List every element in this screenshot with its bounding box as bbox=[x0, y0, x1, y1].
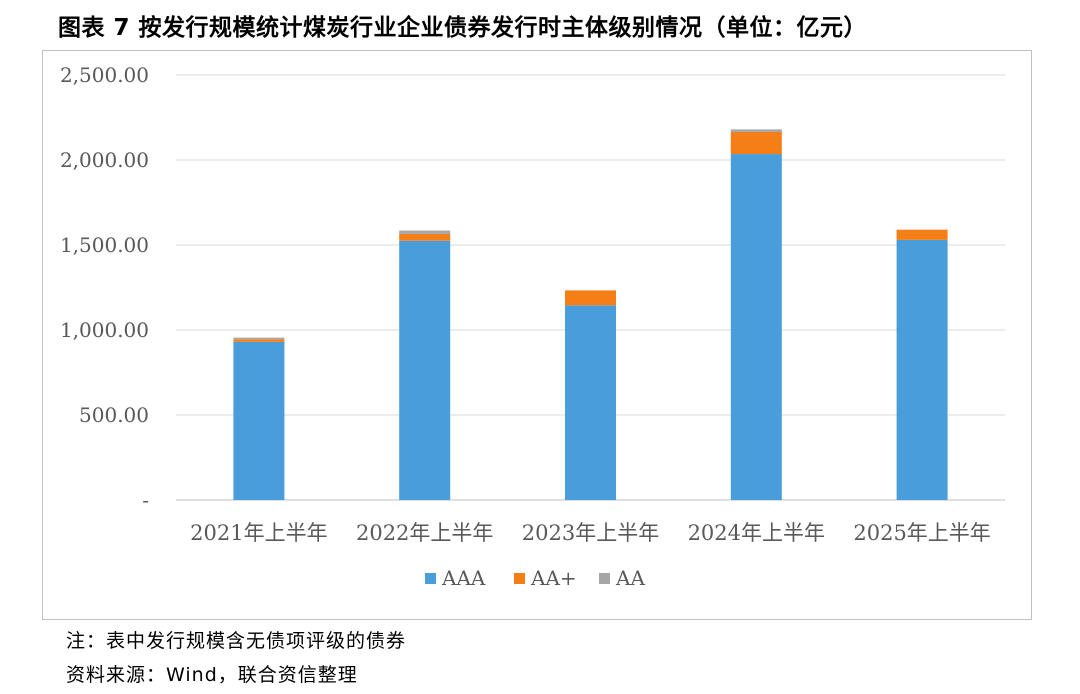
chart-title: 图表 7 按发行规模统计煤炭行业企业债券发行时主体级别情况（单位：亿元） bbox=[58, 15, 868, 41]
bar-segment-aaplus bbox=[399, 233, 451, 241]
legend-label: AA bbox=[615, 566, 645, 590]
bar-segment-aaa bbox=[233, 341, 285, 500]
bar-segment-aaa bbox=[399, 240, 451, 500]
y-tick-label: 1,500.00 bbox=[60, 233, 149, 257]
legend-swatch-aaplus bbox=[514, 573, 525, 584]
chart-source: 资料来源：Wind，联合资信整理 bbox=[66, 664, 358, 686]
legend-label: AAA bbox=[441, 566, 486, 590]
y-tick-label: 1,000.00 bbox=[60, 318, 149, 342]
bar-segment-aaplus bbox=[565, 290, 616, 306]
y-tick-label: 2,500.00 bbox=[60, 63, 149, 87]
chart-frame: - 500.00 1,000.00 1,500.00 2,000.00 2,500.00 2… bbox=[42, 50, 1032, 620]
y-tick-label: 2,000.00 bbox=[60, 148, 149, 172]
bar-segment-aa bbox=[730, 129, 782, 132]
bar-segment-aaa bbox=[565, 305, 616, 500]
bar-segment-aaplus bbox=[233, 339, 285, 342]
legend-label: AA+ bbox=[530, 566, 577, 590]
y-tick-label: 500.00 bbox=[79, 403, 149, 427]
bar-segment-aaplus bbox=[896, 229, 948, 240]
bar-segment-aa bbox=[399, 230, 451, 234]
bar-segment-aa bbox=[233, 337, 285, 340]
x-tick-label: 2023年上半年 bbox=[522, 521, 659, 545]
x-tick-label: 2024年上半年 bbox=[688, 521, 825, 545]
x-tick-label: 2022年上半年 bbox=[356, 521, 493, 545]
bar-segment-aaa bbox=[730, 154, 782, 501]
x-tick-label: 2025年上半年 bbox=[853, 521, 990, 545]
bar-segment-aaplus bbox=[730, 131, 782, 155]
x-tick-label: 2021年上半年 bbox=[190, 521, 327, 545]
chart-note: 注：表中发行规模含无债项评级的债券 bbox=[66, 630, 407, 652]
bar-segment-aaa bbox=[896, 239, 948, 500]
y-tick-label: - bbox=[142, 488, 149, 512]
stacked-bar-chart: - 500.00 1,000.00 1,500.00 2,000.00 2,500.00 2… bbox=[60, 63, 1005, 590]
legend-swatch-aaa bbox=[425, 573, 436, 584]
legend-swatch-aa bbox=[599, 573, 610, 584]
